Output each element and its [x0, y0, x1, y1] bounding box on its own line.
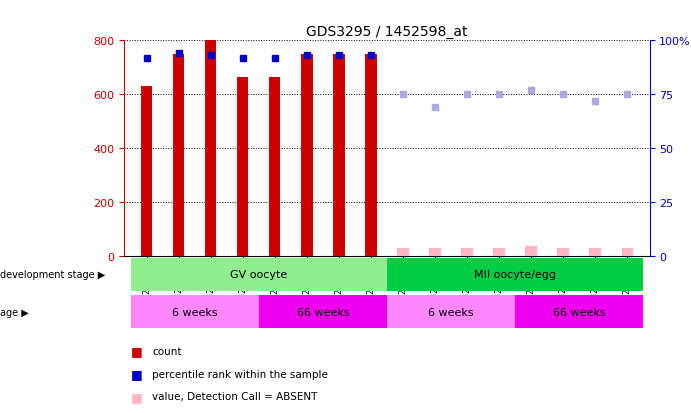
Text: MII oocyte/egg: MII oocyte/egg: [474, 270, 556, 280]
Text: 6 weeks: 6 weeks: [172, 307, 218, 317]
Bar: [269, 78, 281, 256]
Bar: [259, 295, 387, 329]
Bar: [525, 247, 537, 256]
Bar: [462, 248, 473, 256]
Text: percentile rank within the sample: percentile rank within the sample: [152, 369, 328, 379]
Text: 6 weeks: 6 weeks: [428, 307, 474, 317]
Bar: [397, 248, 408, 256]
Bar: [131, 295, 259, 329]
Text: age ▶: age ▶: [0, 307, 29, 317]
Text: ■: ■: [131, 390, 143, 403]
Bar: [429, 248, 441, 256]
Bar: [366, 55, 377, 256]
Text: 66 weeks: 66 weeks: [296, 307, 349, 317]
Bar: [387, 258, 643, 292]
Text: value, Detection Call = ABSENT: value, Detection Call = ABSENT: [152, 392, 317, 401]
Text: ■: ■: [131, 344, 143, 358]
Text: development stage ▶: development stage ▶: [0, 270, 105, 280]
Text: ■: ■: [131, 367, 143, 380]
Bar: [333, 55, 345, 256]
Bar: [141, 87, 153, 256]
Bar: [301, 55, 312, 256]
Title: GDS3295 / 1452598_at: GDS3295 / 1452598_at: [306, 25, 468, 39]
Bar: [589, 248, 600, 256]
Text: 66 weeks: 66 weeks: [553, 307, 605, 317]
Text: count: count: [152, 346, 182, 356]
Bar: [493, 248, 504, 256]
Bar: [558, 248, 569, 256]
Bar: [237, 78, 249, 256]
Bar: [173, 55, 184, 256]
Bar: [205, 41, 216, 256]
Bar: [621, 248, 633, 256]
Bar: [131, 258, 387, 292]
Text: GV oocyte: GV oocyte: [230, 270, 287, 280]
Bar: [387, 295, 515, 329]
Bar: [515, 295, 643, 329]
